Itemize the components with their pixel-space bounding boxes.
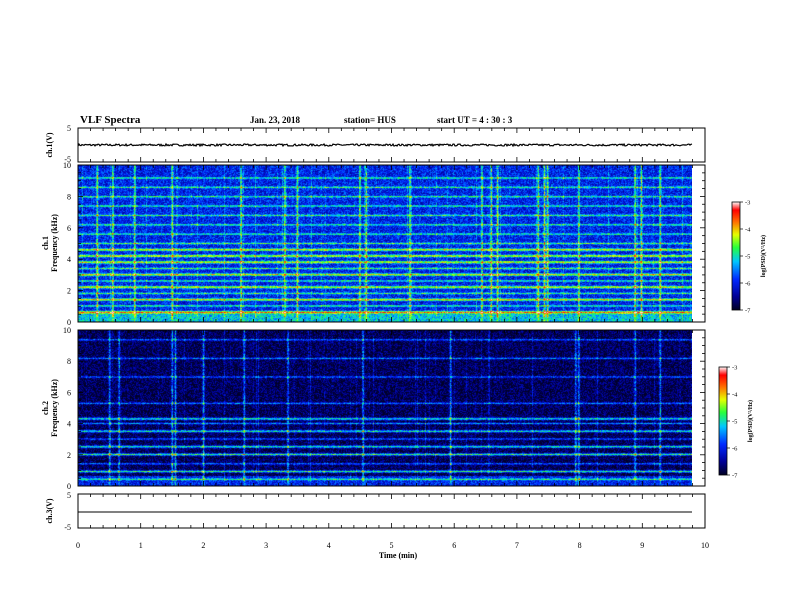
ch2-colorbar xyxy=(719,367,727,475)
start-time-label: start UT = 4 : 30 : 3 xyxy=(437,115,513,125)
colorbar-tick-label: -7 xyxy=(745,308,751,315)
freq-tick-label: 10 xyxy=(63,326,71,335)
ch1-channel-label: ch.1 xyxy=(41,236,50,250)
x-tick-label: 9 xyxy=(640,541,644,550)
ch1-waveform-trace xyxy=(77,142,693,148)
colorbar-tick-label: -6 xyxy=(745,281,751,288)
ch2-colorbar-label: log(PSD)(V²/Hz) xyxy=(747,400,754,442)
x-tick-label: 2 xyxy=(201,541,205,550)
ch3-ylabel: ch.3(V) xyxy=(45,498,54,523)
ch3-waveform-frame xyxy=(77,493,706,529)
colorbar-tick-label: -4 xyxy=(732,392,738,399)
ch3-ytick-bottom: -5 xyxy=(64,523,71,532)
x-tick-label: 1 xyxy=(139,541,143,550)
x-tick-label: 10 xyxy=(701,541,709,550)
freq-tick-label: 2 xyxy=(67,287,71,296)
colorbar-tick-label: -6 xyxy=(732,446,738,453)
ch1-waveform-panel: 5 -5 ch.1(V) xyxy=(45,124,706,164)
freq-tick-label: 2 xyxy=(67,451,71,460)
colorbar-tick-label: -3 xyxy=(745,200,750,207)
x-tick-label: 5 xyxy=(390,541,394,550)
colorbar-tick-label: -7 xyxy=(732,473,738,480)
freq-tick-label: 8 xyxy=(67,192,71,201)
freq-tick-label: 0 xyxy=(67,318,71,327)
ch3-waveform-panel: 5 -5 ch.3(V) xyxy=(45,491,706,532)
x-tick-label: 4 xyxy=(327,541,331,550)
ch1-colorbar xyxy=(732,202,740,310)
colorbar-tick-label: -3 xyxy=(732,365,737,372)
ch1-ytick-top: 5 xyxy=(67,124,71,133)
ch3-ytick-top: 5 xyxy=(67,491,71,500)
ch2-channel-label: ch.2 xyxy=(41,401,50,415)
ch1-ytick-bottom: -5 xyxy=(64,155,71,164)
freq-tick-label: 4 xyxy=(67,255,71,264)
x-tick-label: 8 xyxy=(578,541,582,550)
ch1-freq-ylabel: Frequency (kHz) xyxy=(50,214,59,272)
x-tick-label: 0 xyxy=(76,541,80,550)
freq-tick-label: 6 xyxy=(67,388,71,397)
freq-tick-label: 4 xyxy=(67,420,71,429)
colorbar-tick-label: -4 xyxy=(745,227,751,234)
ch2-spectrogram-image xyxy=(78,330,692,486)
ch1-colorbar-label: log(PSD)(V²/Hz) xyxy=(760,235,767,277)
freq-tick-label: 8 xyxy=(67,357,71,366)
colorbar-tick-label: -5 xyxy=(732,419,737,426)
x-tick-label: 7 xyxy=(515,541,519,550)
x-tick-label: 6 xyxy=(452,541,456,550)
freq-tick-label: 6 xyxy=(67,224,71,233)
colorbar-tick-label: -5 xyxy=(745,254,750,261)
x-axis-label: Time (min) xyxy=(379,551,418,560)
station-label: station= HUS xyxy=(344,115,396,125)
date-label: Jan. 23, 2018 xyxy=(250,115,301,125)
figure-title: VLF Spectra xyxy=(80,114,141,126)
x-tick-label: 3 xyxy=(264,541,268,550)
ch1-spectrogram-image xyxy=(78,165,692,322)
ch1-ylabel: ch.1(V) xyxy=(45,132,54,157)
freq-tick-label: 0 xyxy=(67,482,71,491)
freq-tick-label: 10 xyxy=(63,161,71,170)
ch2-freq-ylabel: Frequency (kHz) xyxy=(50,379,59,437)
